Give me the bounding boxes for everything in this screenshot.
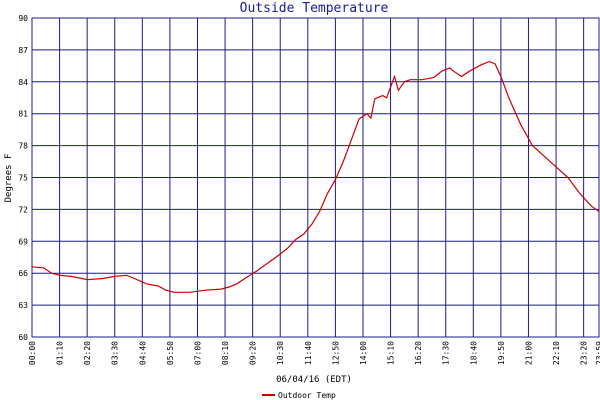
x-tick-label: 19:50: [497, 341, 506, 365]
x-tick-label: 07:00: [193, 341, 202, 365]
x-tick-label: 05:50: [166, 341, 175, 365]
x-tick-label: 17:30: [442, 341, 451, 365]
x-tick-label: 09:20: [249, 341, 258, 365]
y-tick-label: 72: [18, 205, 28, 214]
x-axis-label: 06/04/16 (EDT): [276, 375, 352, 385]
x-tick-label: 23:59: [595, 341, 600, 365]
x-tick-label: 14:00: [359, 341, 368, 365]
x-tick-label: 16:20: [414, 341, 423, 365]
x-tick-label: 00:00: [28, 341, 37, 365]
x-tick-label: 01:10: [56, 341, 65, 365]
y-tick-label: 75: [18, 174, 28, 183]
x-tick-label: 21:00: [524, 341, 533, 365]
x-tick-label: 22:10: [552, 341, 561, 365]
y-tick-label: 66: [18, 269, 28, 278]
chart-title: Outside Temperature: [240, 1, 389, 16]
x-tick-label: 23:20: [580, 341, 589, 365]
y-tick-label: 60: [18, 333, 28, 342]
x-tick-label: 02:20: [83, 341, 92, 365]
x-tick-label: 12:50: [331, 341, 340, 365]
x-tick-label: 15:10: [387, 341, 396, 365]
y-axis-label: Degrees F: [4, 154, 14, 203]
y-tick-label: 63: [18, 301, 28, 310]
y-tick-label: 84: [18, 78, 28, 87]
x-tick-label: 03:30: [111, 341, 120, 365]
x-tick-label: 11:40: [304, 341, 313, 365]
y-tick-label: 81: [18, 110, 28, 119]
y-tick-label: 78: [18, 142, 28, 151]
y-tick-label: 87: [18, 46, 28, 55]
x-tick-label: 04:40: [138, 341, 147, 365]
y-tick-label: 90: [18, 14, 28, 23]
x-tick-label: 10:30: [276, 341, 285, 365]
x-tick-label: 08:10: [221, 341, 230, 365]
data-line: [31, 60, 600, 293]
x-tick-label: 18:40: [469, 341, 478, 365]
y-tick-label: 69: [18, 237, 28, 246]
legend-label: Outdoor Temp: [278, 391, 336, 400]
